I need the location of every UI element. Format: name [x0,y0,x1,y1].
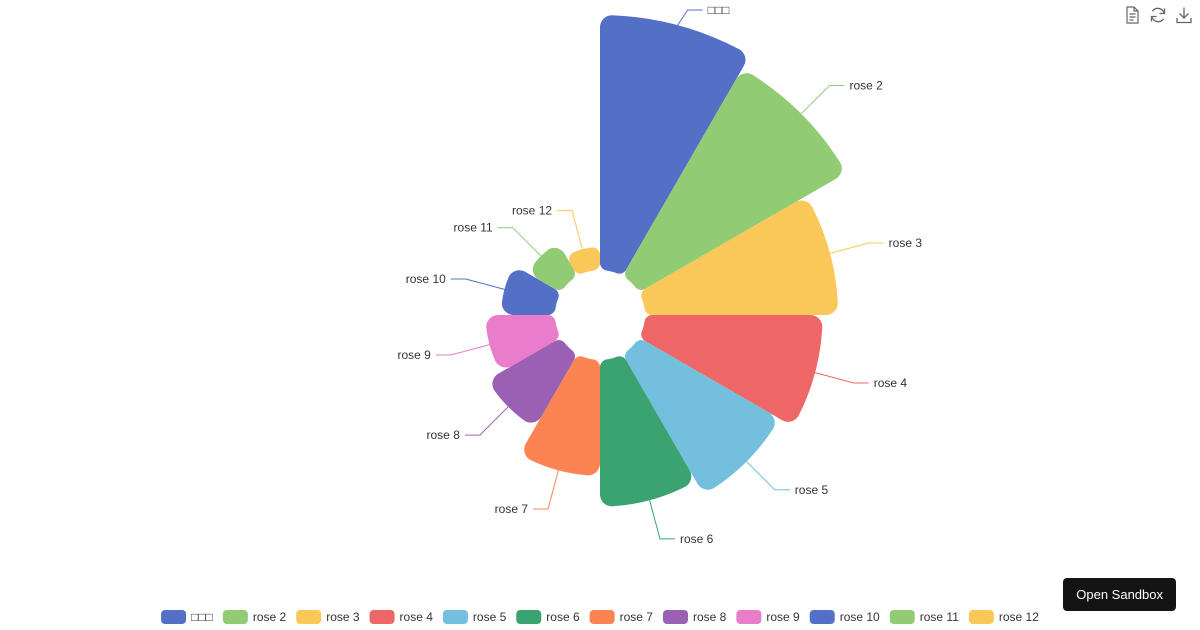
legend: □□□ rose 2 rose 3 rose 4 rose 5 rose 6 rose 7 r… [161,610,1039,624]
rose-slice[interactable] [599,15,746,274]
legend-swatch [161,610,187,624]
slice-label: rose 9 [398,348,432,362]
label-line [800,85,845,115]
legend-label: rose 5 [473,610,507,624]
label-line [746,461,790,491]
rose-slice[interactable] [486,314,559,368]
legend-item[interactable]: rose 3 [296,610,360,624]
label-line [497,227,542,257]
slice-label: □□□ [708,3,730,17]
legend-swatch [809,610,835,624]
slice-label: rose 7 [495,502,529,516]
legend-label: rose 9 [766,610,800,624]
legend-item[interactable]: rose 11 [889,610,959,624]
rose-slice[interactable] [599,356,692,507]
toolbox [1122,5,1194,25]
legend-label: rose 2 [253,610,287,624]
rose-slice[interactable] [641,314,823,422]
legend-label: □□□ [191,610,213,624]
slice-label: rose 12 [512,204,552,218]
rose-slice[interactable] [492,340,575,423]
legend-label: rose 8 [693,610,727,624]
legend-item[interactable]: rose 12 [968,610,1039,624]
slice-label: rose 2 [849,79,883,93]
slice-label: rose 10 [406,272,446,286]
rose-slice[interactable] [625,73,842,290]
slice-label: rose 11 [454,221,493,235]
label-line [533,470,559,510]
legend-item[interactable]: rose 7 [589,610,654,624]
legend-item[interactable]: rose 8 [662,610,727,624]
legend-swatch [442,610,468,624]
legend-label: rose 3 [326,610,360,624]
rose-slice[interactable] [569,247,601,274]
rose-slice[interactable] [501,270,559,316]
label-line [557,210,583,250]
slice-label: rose 4 [874,376,908,390]
rose-labels: □□□ rose 2 rose 3 rose 4 rose 5 rose 6 rose 7 r… [398,3,923,546]
restore-icon[interactable] [1148,5,1168,25]
label-line [829,242,884,254]
label-line [464,406,509,436]
legend-item[interactable]: rose 5 [442,610,507,624]
label-line [450,278,505,290]
legend-swatch [889,610,915,624]
label-line [649,500,675,540]
slice-label: rose 8 [427,428,461,442]
rose-slice[interactable] [532,247,575,290]
legend-item[interactable]: rose 6 [516,610,580,624]
legend-swatch [516,610,542,624]
label-line [814,372,869,384]
legend-swatch [662,610,688,624]
legend-item[interactable]: □□□ [161,610,213,624]
legend-label: rose 11 [920,610,959,624]
legend-item[interactable]: rose 9 [736,610,800,624]
slice-label: rose 5 [795,483,829,497]
label-line [435,344,490,356]
rose-slice[interactable] [524,356,601,476]
save-image-icon[interactable] [1174,5,1194,25]
legend-swatch [589,610,615,624]
legend-label: rose 7 [620,610,654,624]
data-view-icon[interactable] [1122,5,1142,25]
legend-swatch [222,610,248,624]
legend-label: rose 6 [546,610,580,624]
legend-swatch [296,610,322,624]
legend-label: rose 4 [400,610,434,624]
label-line [677,9,703,26]
legend-item[interactable]: rose 10 [809,610,880,624]
legend-item[interactable]: rose 2 [222,610,287,624]
legend-swatch [736,610,762,624]
legend-label: rose 10 [840,610,880,624]
open-sandbox-button[interactable]: Open Sandbox [1063,578,1176,611]
rose-slice[interactable] [641,200,838,316]
legend-swatch [968,610,994,624]
slice-label: rose 3 [889,236,923,250]
rose-slices [486,15,842,507]
legend-item[interactable]: rose 4 [369,610,434,624]
legend-label: rose 12 [999,610,1039,624]
rose-slice[interactable] [625,340,775,490]
slice-label: rose 6 [680,532,714,546]
legend-swatch [369,610,395,624]
